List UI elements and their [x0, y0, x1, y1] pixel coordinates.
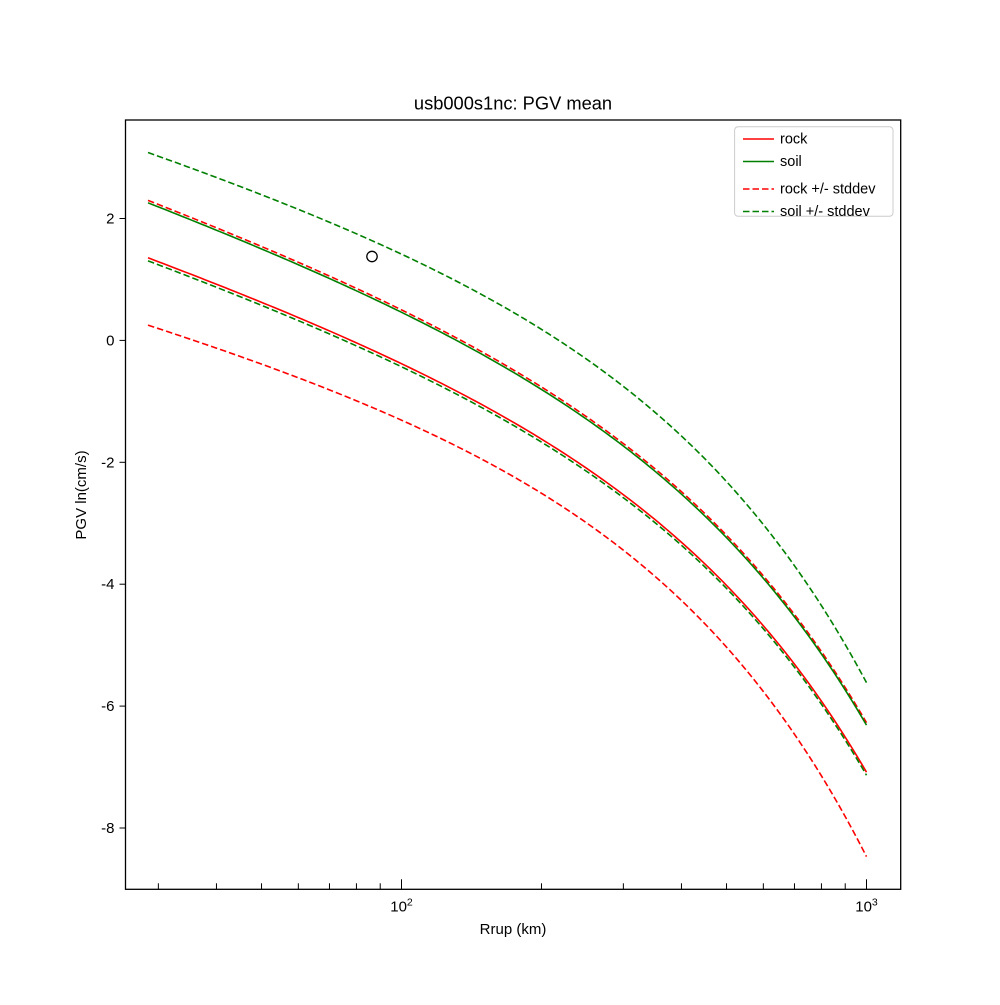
svg-text:rock +/- stddev: rock +/- stddev [780, 182, 876, 198]
svg-text:PGV ln(cm/s): PGV ln(cm/s) [73, 450, 90, 539]
svg-text:-2: -2 [101, 454, 114, 471]
svg-text:-4: -4 [101, 576, 114, 593]
svg-text:102: 102 [390, 896, 413, 915]
svg-text:-8: -8 [101, 820, 114, 837]
svg-text:2: 2 [106, 211, 114, 228]
svg-text:-6: -6 [101, 698, 114, 715]
svg-text:soil: soil [780, 154, 802, 170]
svg-text:0: 0 [106, 332, 114, 349]
svg-text:Rrup (km): Rrup (km) [480, 921, 547, 938]
svg-text:rock: rock [780, 132, 808, 148]
svg-text:usb000s1nc: PGV mean: usb000s1nc: PGV mean [414, 93, 612, 114]
svg-text:soil +/- stddev: soil +/- stddev [780, 204, 871, 220]
svg-text:103: 103 [855, 896, 878, 915]
